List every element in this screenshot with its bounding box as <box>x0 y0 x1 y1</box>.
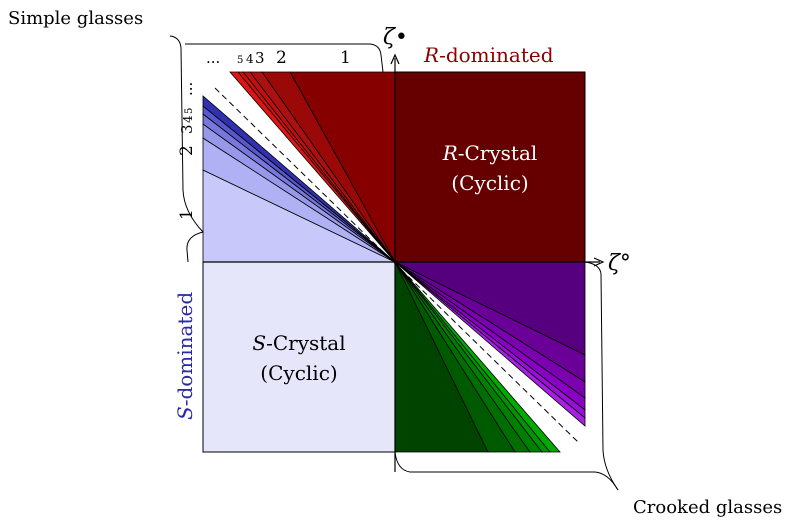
zeta-bullet-label: ζ• <box>383 25 408 50</box>
r-crystal-label: R-Crystal <box>442 141 538 165</box>
diagonal-dashed-line <box>214 87 579 443</box>
crooked-glasses-bottom-brace <box>394 451 619 491</box>
r-crystal-sublabel: (Cyclic) <box>451 171 528 195</box>
purple-glass-6 <box>394 261 586 427</box>
top-tick-5: 5 <box>237 55 243 66</box>
top-tick-3: 3 <box>255 49 265 67</box>
top-tick-4: 4 <box>246 52 254 66</box>
simple-glasses-left-brace <box>169 35 204 263</box>
red-simple-glass-regions <box>229 71 396 263</box>
blue-simple-glass-regions <box>202 95 396 263</box>
blue-glass-6 <box>202 95 396 263</box>
crooked-glasses-label: Crooked glasses <box>633 497 782 518</box>
purple-crooked-glass-regions <box>394 261 586 427</box>
s-crystal-label: S-Crystal <box>252 331 345 355</box>
left-tick-1: 1 <box>177 209 197 220</box>
r-crystal-prefix: R <box>442 141 458 165</box>
horizontal-axis-arrow <box>593 257 605 267</box>
r-crystal-suffix: -Crystal <box>458 141 538 165</box>
s-crystal-prefix: S <box>252 331 266 355</box>
red-glass-6 <box>229 71 396 263</box>
s-dominated-prefix: S <box>173 406 197 420</box>
simple-glasses-label: Simple glasses <box>8 8 143 29</box>
crooked-glasses-right-brace <box>584 261 619 491</box>
left-tick-3: 3 <box>178 124 196 134</box>
top-tick-ellipsis: ... <box>206 49 220 67</box>
simple-glasses-top-brace <box>185 43 384 73</box>
r-crystal-region <box>394 71 586 263</box>
s-dominated-suffix: -dominated <box>173 292 197 407</box>
vertical-axis-arrow <box>390 53 400 65</box>
top-tick-2: 2 <box>276 48 287 68</box>
green-crooked-glass-regions <box>394 261 561 453</box>
left-tick-5: 5 <box>184 108 195 114</box>
top-tick-labels: 1 2 3 4 5 ... <box>206 48 351 68</box>
s-crystal-suffix: -Crystal <box>266 331 346 355</box>
s-dominated-label: S-dominated <box>173 292 197 420</box>
top-tick-1: 1 <box>340 48 351 68</box>
green-glass-6 <box>394 261 561 453</box>
r-dominated-prefix: R <box>423 43 439 67</box>
s-crystal-sublabel: (Cyclic) <box>260 361 337 385</box>
left-tick-labels: 1 2 3 4 5 ... <box>177 82 197 220</box>
zeta-circle-label: ζ° <box>608 251 631 276</box>
r-dominated-suffix: -dominated <box>439 43 554 67</box>
left-tick-4: 4 <box>181 115 195 123</box>
r-dominated-label: R-dominated <box>423 43 554 67</box>
s-crystal-region <box>202 261 396 453</box>
left-tick-2: 2 <box>177 145 197 156</box>
left-tick-ellipsis: ... <box>178 82 196 96</box>
